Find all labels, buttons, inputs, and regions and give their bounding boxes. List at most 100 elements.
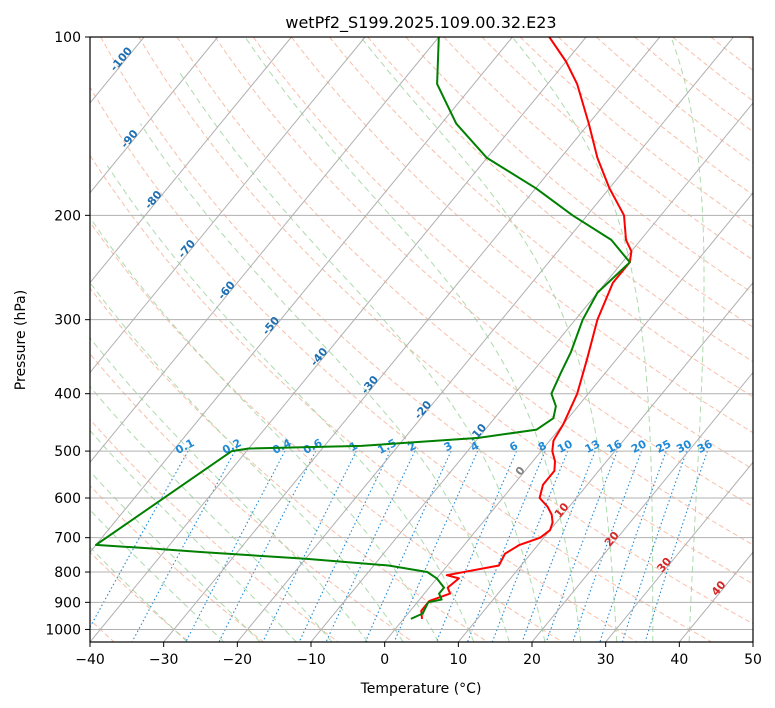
mixing-ratio-line	[435, 450, 518, 642]
y-tick-label: 600	[54, 491, 81, 507]
x-tick-label: −20	[223, 652, 253, 668]
isotherm-label: -80	[142, 188, 165, 212]
isotherm-label: -20	[412, 398, 435, 422]
dry-adiabat	[481, 37, 753, 261]
dry-adiabat	[672, 37, 753, 102]
moist-adiabat	[179, 72, 546, 642]
mixing-ratio-line	[185, 450, 286, 642]
moist-adiabat	[90, 546, 188, 642]
isotherm-line	[90, 37, 513, 553]
y-tick-label: 1000	[45, 622, 81, 638]
x-tick-label: 40	[670, 652, 688, 668]
isotherm-label: -70	[175, 237, 198, 261]
mixing-ratio-line	[621, 450, 688, 642]
isotherm-label: 40	[709, 578, 729, 598]
dry-adiabat	[176, 37, 753, 546]
mixing-ratio-label: 25	[654, 437, 674, 456]
mixing-ratio-line	[599, 450, 667, 642]
mixing-ratio-label: 10	[555, 437, 575, 456]
mixing-ratio-line	[364, 450, 452, 642]
dry-adiabat	[367, 37, 753, 363]
mixing-ratio-line	[393, 450, 479, 642]
y-tick-label: 700	[54, 531, 81, 547]
x-tick-label: −10	[296, 652, 326, 668]
moist-adiabat	[106, 165, 475, 642]
moist-adiabat	[360, 37, 618, 642]
moist-adiabat	[90, 429, 297, 642]
moist-adiabat	[90, 281, 404, 642]
isotherm-label: -100	[107, 44, 135, 74]
moist-adiabats	[90, 37, 705, 642]
mixing-ratio-label: 1.5	[375, 436, 398, 457]
mixing-ratio-label: 20	[629, 437, 649, 456]
dry-adiabat	[90, 418, 339, 642]
grid-lines	[0, 37, 753, 642]
dry-adiabat	[90, 86, 712, 642]
x-axis: −40 −30 −20 −10 0 10 20 30 40 50	[75, 642, 762, 668]
isotherm-line	[752, 641, 753, 642]
y-tick-label: 200	[54, 208, 81, 224]
dry-adiabat	[90, 484, 264, 642]
y-axis-title: Pressure (hPa)	[13, 290, 29, 390]
mixing-ratio-label: 0.1	[173, 436, 196, 457]
y-tick-label: 400	[54, 387, 81, 403]
moist-adiabat	[90, 385, 333, 642]
moist-adiabat	[670, 37, 705, 642]
dry-adiabat	[90, 154, 638, 642]
x-tick-label: 30	[597, 652, 615, 668]
moist-adiabat	[244, 37, 582, 642]
mixing-ratio-label: 8	[536, 439, 549, 454]
moist-adiabat	[90, 216, 439, 642]
isotherm-label: -40	[308, 345, 331, 369]
mixing-ratio-label: 30	[674, 437, 694, 456]
x-tick-label: −40	[75, 652, 105, 668]
moist-adiabat	[139, 123, 510, 642]
moist-adiabat	[90, 509, 225, 642]
dry-adiabat	[710, 37, 753, 71]
temperature-profile	[420, 37, 633, 619]
isotherm-line	[531, 371, 753, 642]
mixing-ratio-label: 13	[583, 437, 603, 456]
mixing-ratio-label: 0.2	[220, 436, 243, 457]
dry-adiabat	[138, 37, 753, 585]
isotherm-line	[90, 37, 219, 194]
mixing-ratio-line	[572, 450, 643, 642]
dry-adiabat	[443, 37, 753, 294]
mixing-ratio-line	[90, 450, 189, 629]
isotherm-line	[0, 37, 70, 642]
mixing-ratio-label: 6	[507, 439, 520, 454]
dewpoint-profile	[94, 37, 631, 620]
dry-adiabat	[634, 37, 753, 133]
mixing-ratio-line	[644, 450, 708, 642]
mixing-ratio-line	[131, 450, 236, 642]
mixing-ratio-line	[262, 450, 357, 642]
mixing-ratio-line	[545, 450, 618, 642]
x-tick-label: 50	[744, 652, 762, 668]
moist-adiabat	[90, 470, 261, 642]
y-axis: 100 200 300 400 500 600 700 800 900 1000	[45, 30, 90, 638]
mixing-ratio-label: 3	[442, 439, 455, 454]
isotherm-line	[90, 37, 440, 464]
isotherm-line	[236, 37, 734, 642]
x-tick-label: 20	[523, 652, 541, 668]
y-tick-label: 900	[54, 595, 81, 611]
moist-adiabat	[511, 37, 654, 642]
x-tick-label: 10	[449, 652, 467, 668]
y-tick-label: 500	[54, 444, 81, 460]
sounding-profiles	[94, 37, 633, 620]
x-tick-label: 0	[380, 652, 389, 668]
chart-title: wetPf2_S199.2025.109.00.32.E23	[285, 13, 556, 33]
isotherm-label: -50	[260, 314, 283, 338]
dry-adiabat	[90, 353, 414, 642]
isotherm-line	[457, 281, 753, 642]
mixing-ratio-label: 36	[695, 437, 715, 456]
plot-frame	[89, 36, 754, 643]
mixing-ratio-label: 4	[468, 439, 481, 454]
mixing-ratio-line	[466, 450, 546, 642]
isotherm-line	[384, 192, 753, 642]
mixing-ratio-label: 0.4	[270, 436, 294, 457]
isotherm-line	[605, 461, 753, 642]
x-tick-label: −30	[149, 652, 179, 668]
y-tick-label: 300	[54, 313, 81, 329]
